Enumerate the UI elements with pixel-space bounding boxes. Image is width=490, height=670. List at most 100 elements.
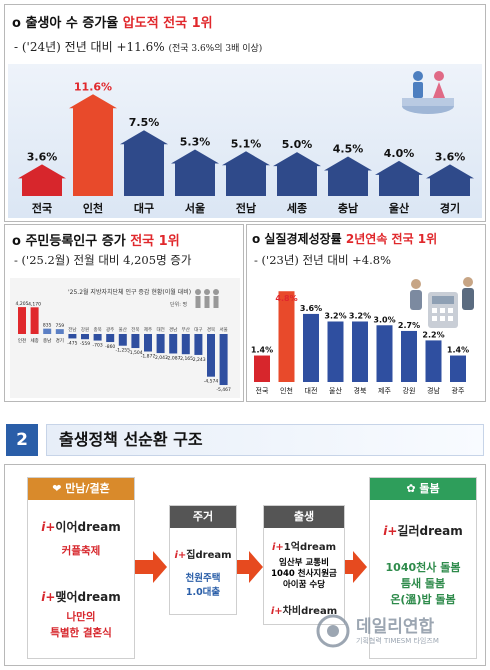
birth-value-label-3: 5.3% (180, 136, 211, 149)
policy-col-marriage: ❤ 만남/결혼 i+이어dream 커플축제 i+맺어dream 나만의 특별한… (27, 477, 135, 659)
growth-value-label-3: 3.2% (324, 311, 346, 320)
growth-value-label-0: 1.4% (251, 346, 273, 355)
population-bar-15 (207, 334, 215, 377)
item-couple-festival: 커플축제 (61, 545, 101, 557)
birth-category-label-5: 세종 (287, 201, 307, 215)
growth-category-label-4: 경북 (354, 386, 367, 395)
population-value-label-3: 759 (56, 323, 65, 329)
brand-maeteo-dream: i+맺어dream (41, 590, 121, 604)
birth-category-label-3: 서울 (185, 201, 205, 215)
population-chart-unit: 단위: 명 (170, 301, 187, 308)
arrow-2-icon (249, 551, 263, 583)
birth-rate-subtitle: - ('24년) 전년 대비 +11.6% (전국 3.6%의 3배 이상) (14, 40, 263, 54)
tag-marriage: ❤ 만남/결혼 (28, 478, 134, 500)
population-category-label-5: 강원 (81, 326, 89, 333)
growth-value-label-6: 2.7% (398, 321, 420, 330)
population-bar-2 (43, 328, 52, 334)
birth-bar-0 (18, 164, 66, 196)
population-value-label-0: 4,205 (16, 301, 29, 307)
brand-1eok-dream: i+1억dream (271, 542, 336, 553)
policy-col-birth: 출생 i+1억dream 임산부 교통비 1040 천사지원금 아이꿈 수당 i… (263, 505, 345, 625)
growth-category-label-7: 경남 (427, 386, 440, 395)
population-value-label-9: -1,504 (128, 350, 143, 356)
population-value-label-8: -1,255 (116, 348, 131, 354)
policy-col-housing: 주거 i+집dream 천원주택 1.0대출 (169, 505, 237, 615)
growth-value-label-1: 4.8% (275, 294, 297, 303)
population-category-label-2: 충남 (43, 337, 51, 344)
growth-bar-2 (303, 313, 319, 382)
population-category-label-14: 대구 (194, 326, 202, 333)
population-category-label-9: 전북 (131, 326, 139, 333)
growth-value-label-7: 2.2% (422, 330, 444, 339)
growth-category-label-8: 광주 (452, 387, 465, 395)
birth-rate-title: o 출생아 수 증가율 압도적 전국 1위 (12, 16, 213, 31)
population-category-label-13: 부산 (182, 326, 190, 333)
population-value-label-5: -559 (80, 341, 90, 347)
birth-value-label-7: 4.0% (384, 147, 415, 160)
birth-rate-chart: 3.6% 전국 11.6% 인천 7.5% 대구 5.3% 서울 5.1% 전남 5.0% 세종 4.5… (18, 71, 474, 215)
section-title: 출생정책 선순환 구조 (46, 424, 484, 456)
section-header: 2 출생정책 선순환 구조 (6, 424, 484, 456)
population-bar-10 (144, 334, 152, 352)
population-category-label-8: 울산 (119, 326, 127, 333)
birth-category-label-8: 경기 (440, 201, 460, 215)
birth-category-label-7: 울산 (389, 201, 409, 215)
brand-chabi-dream: i+차비dream (270, 606, 338, 617)
policy-col-care: ✿ 돌봄 i+길러dream 1040천사 돌봄 틈새 돌봄 온(溫)밥 돌봄 (369, 477, 477, 659)
population-value-label-16: -5,467 (216, 387, 231, 393)
population-category-label-1: 세종 (30, 337, 38, 344)
population-bar-12 (169, 334, 178, 354)
population-title: o 주민등록인구 증가 전국 1위 (12, 234, 180, 249)
population-value-label-6: -703 (92, 343, 102, 349)
growth-value-label-8: 1.4% (447, 346, 469, 355)
birth-bar-3 (171, 149, 219, 196)
population-value-label-15: -4,574 (204, 379, 219, 385)
growth-bar-4 (352, 321, 368, 382)
population-bar-13 (181, 334, 190, 355)
item-housing-line2: 1.0대출 (185, 587, 221, 598)
growth-bar-1 (278, 291, 295, 382)
item-birth-line1: 임산부 교통비 (279, 558, 329, 568)
birth-bar-6 (324, 156, 372, 196)
birth-value-label-5: 5.0% (282, 138, 313, 151)
growth-bar-6 (401, 330, 417, 382)
bullet-icon: o (12, 16, 26, 31)
growth-subtitle: - ('23년) 전년 대비 +4.8% (254, 253, 392, 267)
population-category-label-3: 경기 (56, 337, 64, 344)
growth-category-label-0: 전국 (256, 386, 269, 395)
birth-value-label-8: 3.6% (435, 150, 466, 163)
section-number: 2 (6, 424, 38, 456)
birth-bar-2 (120, 130, 168, 196)
population-category-label-7: 광주 (106, 326, 114, 333)
growth-chart: 1.4% 전국 4.8% 인천 3.6% 대전 3.2% 울산 3.2% 경북 3.0% 제주 2.7%… (251, 277, 474, 395)
arrow-3-bar (345, 560, 355, 574)
policy-diagram: ❤ 만남/결혼 i+이어dream 커플축제 i+맺어dream 나만의 특별한… (4, 464, 486, 666)
care-icon: ✿ (406, 482, 420, 495)
bullet-icon: o (12, 234, 26, 249)
population-value-label-10: -1,877 (141, 354, 156, 360)
growth-category-label-2: 대전 (305, 386, 318, 395)
growth-bar-0 (254, 355, 270, 382)
population-category-label-12: 경남 (169, 326, 177, 333)
arrow-1-bar (135, 560, 155, 574)
item-birth-line3: 아이꿈 수당 (282, 580, 326, 590)
growth-title: o 실질경제성장률 2년연속 전국 1위 (252, 232, 438, 246)
growth-value-label-4: 3.2% (349, 311, 371, 320)
growth-bar-3 (327, 321, 344, 382)
population-category-label-10: 제주 (144, 326, 152, 333)
population-chart: '25.2월 지방자치단체 인구 증감 현황(이월 대비) 단위: 명 4,20… (16, 288, 231, 393)
population-bar-3 (55, 329, 64, 334)
population-category-label-6: 충북 (93, 326, 101, 333)
watermark-sub: 기획협력 TIMESM 타임즈M (356, 637, 439, 645)
population-category-label-15: 경북 (207, 326, 215, 333)
birth-category-label-2: 대구 (134, 201, 154, 215)
couple-icon: ❤ (52, 482, 66, 495)
birth-category-label-0: 전국 (32, 201, 52, 215)
population-bar-4 (68, 334, 77, 339)
birth-bar-4 (222, 151, 270, 196)
population-value-label-13: -2,165 (179, 356, 194, 362)
birth-bar-1 (69, 94, 117, 196)
item-care-line1: 1040천사 돌봄 (385, 561, 461, 574)
item-wedding-line2: 특별한 결혼식 (50, 627, 112, 639)
population-bar-0 (18, 307, 26, 334)
